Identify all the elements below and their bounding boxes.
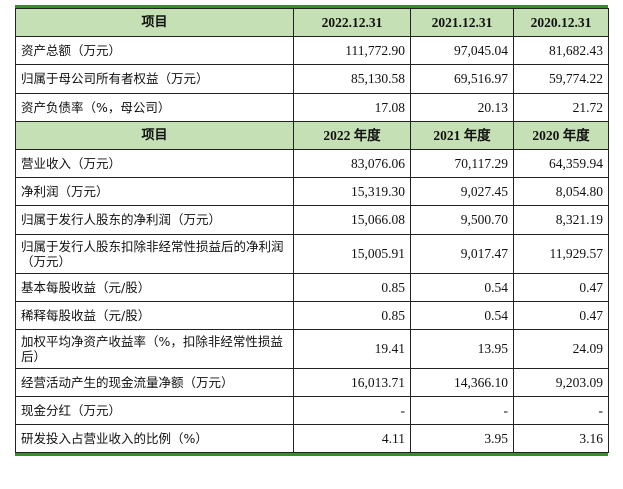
row-label: 营业收入（万元） bbox=[15, 148, 294, 179]
cell-value: - bbox=[293, 396, 411, 426]
row-label: 资产总额（万元） bbox=[15, 36, 294, 66]
row-label: 归属于母公司所有者权益（万元） bbox=[15, 64, 294, 94]
row-label: 资产负债率（%，母公司） bbox=[15, 92, 294, 122]
cell-value: 15,066.08 bbox=[293, 205, 411, 235]
cell-value: 85,130.58 bbox=[293, 64, 411, 94]
cell-value: 0.85 bbox=[293, 300, 411, 330]
cell-value: 4.11 bbox=[293, 424, 411, 454]
cell-value: 0.47 bbox=[513, 300, 609, 330]
cell-value: 0.85 bbox=[293, 272, 411, 302]
header-row-income: 项目 2022 年度 2021 年度 2020 年度 bbox=[15, 120, 609, 150]
cell-value: 64,359.94 bbox=[513, 148, 609, 179]
cell-value: 11,929.57 bbox=[513, 233, 609, 274]
cell-value: 21.72 bbox=[513, 92, 609, 122]
cell-value: 0.47 bbox=[513, 272, 609, 302]
table-row: 资产总额（万元） 111,772.90 97,045.04 81,682.43 bbox=[15, 36, 609, 66]
header-label: 项目 bbox=[15, 7, 294, 38]
table-row: 归属于发行人股东扣除非经常性损益后的净利润（万元） 15,005.91 9,01… bbox=[15, 233, 609, 274]
cell-value: 20.13 bbox=[410, 92, 514, 122]
cell-value: 69,516.97 bbox=[410, 64, 514, 94]
cell-value: 8,054.80 bbox=[513, 177, 609, 207]
cell-value: 16,013.71 bbox=[293, 367, 411, 398]
cell-value: 111,772.90 bbox=[293, 36, 411, 66]
header-col-2022: 2022.12.31 bbox=[293, 7, 411, 38]
cell-value: 3.95 bbox=[410, 424, 514, 454]
table-row: 研发投入占营业收入的比例（%） 4.11 3.95 3.16 bbox=[15, 424, 609, 454]
financial-table-container: 项目 2022.12.31 2021.12.31 2020.12.31 资产总额… bbox=[15, 5, 609, 457]
cell-value: 59,774.22 bbox=[513, 64, 609, 94]
table-row: 净利润（万元） 15,319.30 9,027.45 8,054.80 bbox=[15, 177, 609, 207]
table-row: 经营活动产生的现金流量净额（万元） 16,013.71 14,366.10 9,… bbox=[15, 367, 609, 398]
cell-value: 70,117.29 bbox=[410, 148, 514, 179]
row-label: 研发投入占营业收入的比例（%） bbox=[15, 424, 294, 454]
header-col-2020: 2020 年度 bbox=[513, 120, 609, 150]
row-label: 归属于发行人股东的净利润（万元） bbox=[15, 205, 294, 235]
cell-value: 14,366.10 bbox=[410, 367, 514, 398]
row-label: 现金分红（万元） bbox=[15, 396, 294, 426]
cell-value: - bbox=[513, 396, 609, 426]
row-label: 归属于发行人股东扣除非经常性损益后的净利润（万元） bbox=[15, 233, 294, 274]
row-label: 经营活动产生的现金流量净额（万元） bbox=[15, 367, 294, 398]
row-label: 净利润（万元） bbox=[15, 177, 294, 207]
header-col-2022: 2022 年度 bbox=[293, 120, 411, 150]
cell-value: 17.08 bbox=[293, 92, 411, 122]
table-row: 现金分红（万元） - - - bbox=[15, 396, 609, 426]
row-label: 稀释每股收益（元/股） bbox=[15, 300, 294, 330]
cell-value: 0.54 bbox=[410, 272, 514, 302]
header-col-2021: 2021 年度 bbox=[410, 120, 514, 150]
cell-value: 9,203.09 bbox=[513, 367, 609, 398]
cell-value: 19.41 bbox=[293, 328, 411, 369]
cell-value: 24.09 bbox=[513, 328, 609, 369]
cell-value: 13.95 bbox=[410, 328, 514, 369]
header-col-2020: 2020.12.31 bbox=[513, 7, 609, 38]
cell-value: 9,027.45 bbox=[410, 177, 514, 207]
table-row: 归属于母公司所有者权益（万元） 85,130.58 69,516.97 59,7… bbox=[15, 64, 609, 94]
table-row: 营业收入（万元） 83,076.06 70,117.29 64,359.94 bbox=[15, 148, 609, 179]
cell-value: 97,045.04 bbox=[410, 36, 514, 66]
table-row: 稀释每股收益（元/股） 0.85 0.54 0.47 bbox=[15, 300, 609, 330]
table-row: 加权平均净资产收益率（%，扣除非经常性损益后） 19.41 13.95 24.0… bbox=[15, 328, 609, 369]
cell-value: 15,005.91 bbox=[293, 233, 411, 274]
cell-value: - bbox=[410, 396, 514, 426]
table-row: 归属于发行人股东的净利润（万元） 15,066.08 9,500.70 8,32… bbox=[15, 205, 609, 235]
row-label: 基本每股收益（元/股） bbox=[15, 272, 294, 302]
cell-value: 81,682.43 bbox=[513, 36, 609, 66]
cell-value: 15,319.30 bbox=[293, 177, 411, 207]
cell-value: 9,017.47 bbox=[410, 233, 514, 274]
cell-value: 8,321.19 bbox=[513, 205, 609, 235]
row-label: 加权平均净资产收益率（%，扣除非经常性损益后） bbox=[15, 328, 294, 369]
cell-value: 3.16 bbox=[513, 424, 609, 454]
financial-summary-table: 项目 2022.12.31 2021.12.31 2020.12.31 资产总额… bbox=[15, 7, 609, 454]
table-row: 基本每股收益（元/股） 0.85 0.54 0.47 bbox=[15, 272, 609, 302]
table-row: 资产负债率（%，母公司） 17.08 20.13 21.72 bbox=[15, 92, 609, 122]
cell-value: 83,076.06 bbox=[293, 148, 411, 179]
cell-value: 0.54 bbox=[410, 300, 514, 330]
cell-value: 9,500.70 bbox=[410, 205, 514, 235]
header-row-balance: 项目 2022.12.31 2021.12.31 2020.12.31 bbox=[15, 7, 609, 38]
header-label: 项目 bbox=[15, 120, 294, 150]
header-col-2021: 2021.12.31 bbox=[410, 7, 514, 38]
